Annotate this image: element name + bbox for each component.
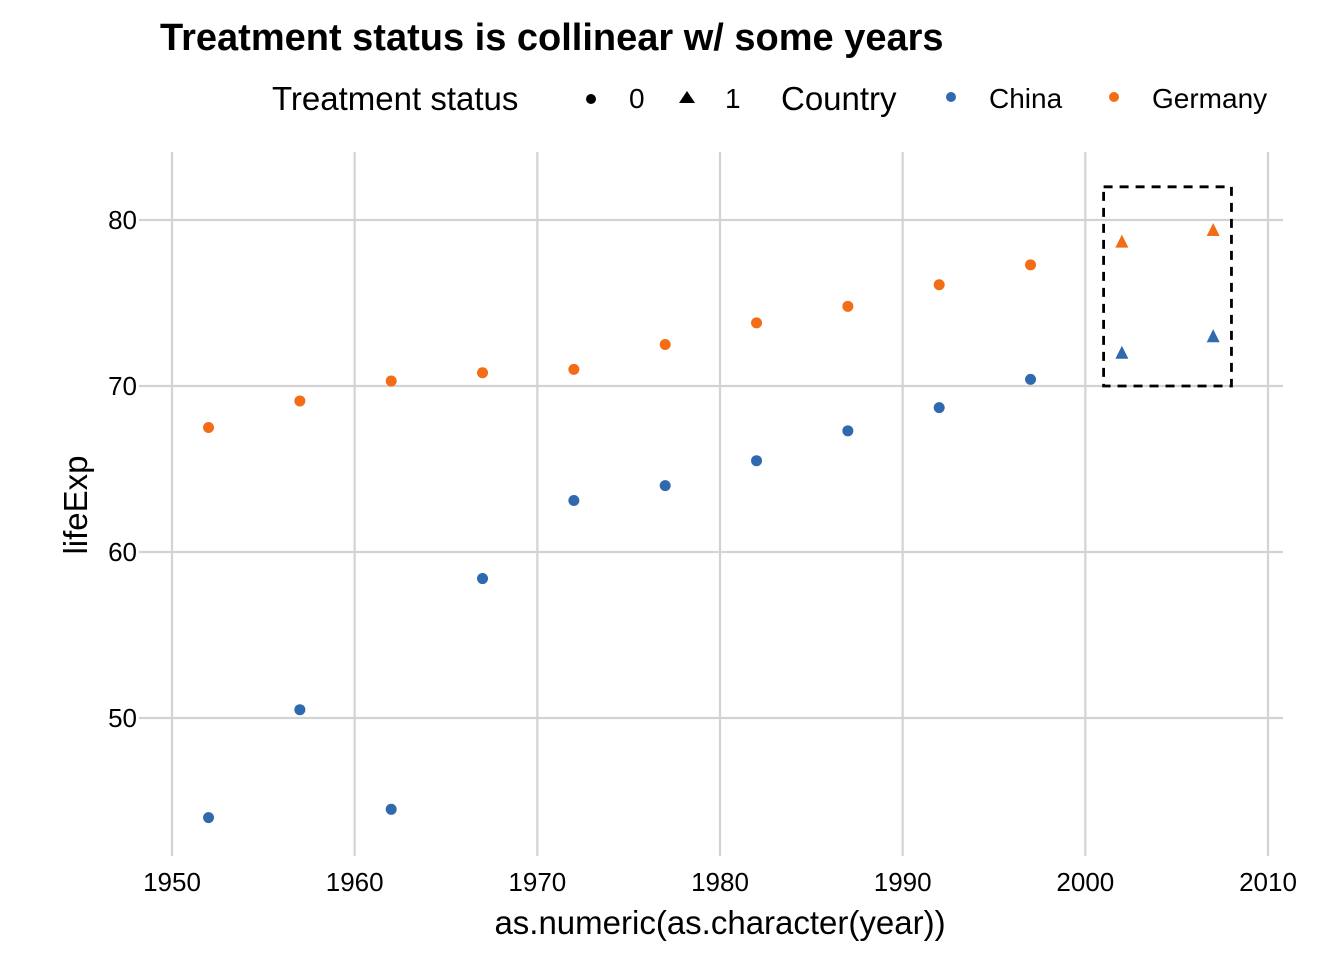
point-germany-1977 — [659, 339, 671, 350]
point-germany-1972 — [568, 363, 580, 375]
point-china-1962 — [385, 803, 397, 815]
point-germany-1962 — [385, 375, 397, 387]
legend-shape-label-0: 0 — [629, 83, 645, 114]
x-tick-label-1990: 1990 — [874, 867, 932, 897]
legend-color-label-germany: Germany — [1152, 83, 1267, 114]
point-germany-2002 — [1115, 234, 1129, 248]
grid-lines — [139, 152, 1283, 856]
chart-title: Treatment status is collinear w/ some ye… — [160, 17, 944, 59]
point-germany-2007 — [1206, 222, 1220, 236]
x-tick-label-2000: 2000 — [1056, 867, 1114, 897]
x-tick-label-1950: 1950 — [143, 867, 201, 897]
x-tick-label-2010: 2010 — [1239, 867, 1297, 897]
point-china-2002 — [1115, 345, 1129, 359]
treatment-highlight-box — [1102, 185, 1233, 388]
point-germany-1987 — [842, 300, 854, 312]
point-china-1967 — [477, 573, 489, 585]
x-tick-label-1970: 1970 — [508, 867, 566, 897]
point-china-1957 — [294, 704, 306, 716]
point-germany-1957 — [294, 395, 306, 407]
point-china-1997 — [1025, 373, 1037, 385]
legend-color-title: Country — [781, 80, 897, 117]
x-tick-label-1960: 1960 — [326, 867, 384, 897]
point-china-1972 — [568, 495, 580, 507]
legend: Treatment status 0 1 Country China Germa… — [272, 80, 1267, 117]
x-axis-label: as.numeric(as.character(year)) — [494, 904, 945, 941]
point-germany-1992 — [933, 279, 945, 291]
point-china-2007 — [1206, 329, 1220, 343]
annotation-layer — [1102, 185, 1233, 388]
data-points — [203, 222, 1220, 824]
point-germany-1982 — [751, 317, 763, 329]
point-china-1982 — [751, 455, 763, 467]
x-tick-label-1980: 1980 — [691, 867, 749, 897]
y-tick-label-60: 60 — [108, 537, 137, 567]
legend-color-label-china: China — [989, 83, 1063, 114]
legend-triangle-marker — [679, 91, 695, 103]
point-germany-1952 — [203, 422, 215, 433]
legend-shape-label-1: 1 — [725, 83, 741, 114]
point-china-1992 — [933, 402, 945, 414]
y-axis-ticks: 50 60 70 80 — [108, 205, 137, 733]
y-tick-label-70: 70 — [108, 371, 137, 401]
point-china-1977 — [659, 480, 671, 492]
legend-germany-marker — [1109, 92, 1119, 102]
legend-circle-marker — [586, 94, 596, 104]
point-china-1952 — [203, 812, 215, 824]
y-tick-label-50: 50 — [108, 703, 137, 733]
y-tick-label-80: 80 — [108, 205, 137, 235]
point-germany-1967 — [477, 367, 489, 379]
y-axis-label: lifeExp — [57, 455, 94, 554]
legend-shape-title: Treatment status — [272, 80, 518, 117]
point-germany-1997 — [1025, 259, 1037, 271]
legend-china-marker — [946, 92, 956, 102]
point-china-1987 — [842, 425, 854, 437]
x-axis-ticks: 1950 1960 1970 1980 1990 2000 2010 — [143, 867, 1297, 897]
